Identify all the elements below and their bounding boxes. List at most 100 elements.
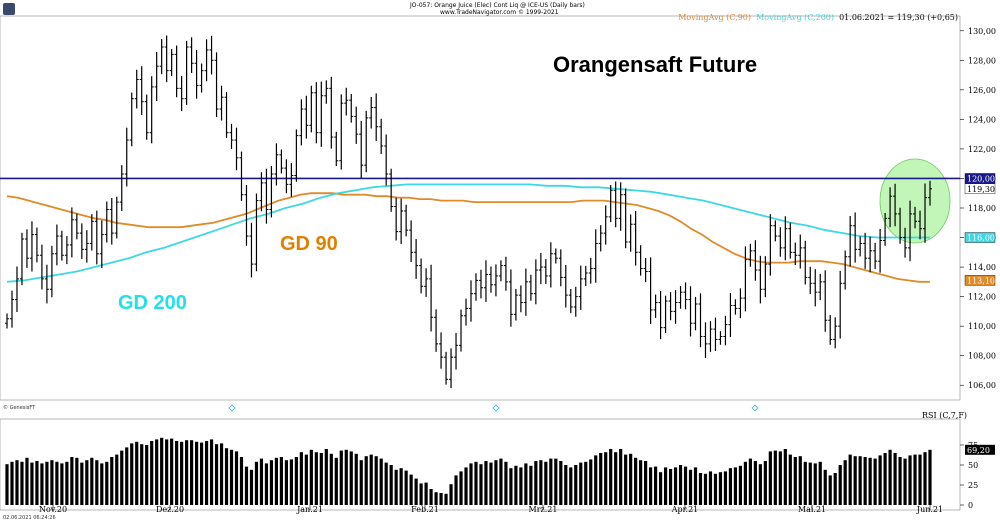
ohlc-bar bbox=[284, 159, 289, 194]
rsi-bar bbox=[634, 457, 638, 505]
rsi-bar bbox=[364, 456, 368, 505]
ohlc-bar bbox=[803, 240, 808, 285]
ohlc-bar bbox=[623, 188, 628, 249]
ohlc-bar bbox=[194, 49, 199, 99]
rsi-bar bbox=[384, 462, 388, 505]
rsi-bar bbox=[95, 460, 99, 505]
rsi-bar bbox=[389, 465, 393, 505]
rsi-bar bbox=[10, 461, 14, 505]
ohlc-bar bbox=[69, 207, 74, 258]
rsi-bar bbox=[434, 492, 438, 505]
rsi-bar bbox=[599, 453, 603, 505]
rsi-bar bbox=[15, 460, 19, 505]
ohlc-bar bbox=[853, 212, 858, 263]
rsi-bar bbox=[394, 469, 398, 505]
rsi-bar bbox=[110, 457, 114, 505]
rsi-bar bbox=[100, 463, 104, 505]
rsi-bar bbox=[379, 458, 383, 505]
ohlc-bar bbox=[249, 222, 254, 278]
ohlc-bar bbox=[24, 229, 29, 268]
ohlc-bar bbox=[149, 76, 154, 144]
ohlc-bar bbox=[419, 258, 424, 294]
price-tick-label: 108,00 bbox=[968, 352, 996, 361]
ohlc-bar bbox=[219, 85, 224, 121]
rsi-bar bbox=[120, 450, 124, 505]
indicator-legend: MovingAvg (C,90) MovingAvg (C,200) 01.06… bbox=[678, 13, 958, 22]
ohlc-bar bbox=[598, 225, 603, 252]
ohlc-bar bbox=[139, 66, 144, 115]
rsi-bar bbox=[743, 461, 747, 505]
rsi-bar bbox=[429, 489, 433, 505]
ohlc-bar bbox=[613, 181, 618, 228]
data-provider: © GenesisFT bbox=[3, 405, 36, 411]
ma200-line bbox=[6, 183, 930, 283]
legend-ma90: MovingAvg (C,90) bbox=[678, 13, 752, 22]
rsi-bar bbox=[424, 482, 428, 505]
price-tag: 120,00 bbox=[964, 173, 996, 184]
ohlc-bar bbox=[454, 332, 459, 370]
ohlc-bar bbox=[753, 240, 758, 281]
time-tick-label: Mrz.21 bbox=[529, 505, 558, 514]
rsi-bar bbox=[209, 439, 214, 505]
ohlc-bar bbox=[653, 294, 658, 318]
rsi-bar bbox=[175, 441, 179, 505]
ohlc-bar bbox=[314, 82, 319, 144]
ohlc-bar bbox=[464, 298, 469, 326]
ohlc-bar bbox=[538, 252, 543, 285]
price-tick-label: 114,00 bbox=[968, 263, 996, 272]
rsi-bar bbox=[673, 467, 678, 505]
ohlc-bar bbox=[99, 220, 104, 268]
rsi-bar bbox=[853, 456, 857, 505]
ohlc-bar bbox=[79, 223, 84, 260]
ohlc-bar bbox=[269, 166, 274, 218]
price-tick-label: 124,00 bbox=[968, 115, 996, 124]
rsi-bar bbox=[913, 454, 917, 505]
rsi-bar bbox=[190, 440, 194, 505]
rsi-bar bbox=[928, 449, 932, 505]
rsi-bar bbox=[219, 443, 224, 505]
diamond-markers bbox=[228, 404, 759, 412]
ohlc-bar bbox=[274, 143, 279, 186]
ohlc-bar bbox=[394, 197, 399, 241]
rsi-bar bbox=[773, 450, 777, 505]
rsi-bar bbox=[259, 458, 264, 505]
rsi-bar bbox=[753, 461, 757, 505]
legend-value: = 119,30 (+0,65) bbox=[887, 13, 958, 22]
rsi-bar bbox=[838, 465, 842, 505]
rsi-bar bbox=[294, 457, 298, 505]
ohlc-bar bbox=[389, 168, 394, 212]
rsi-bar bbox=[90, 457, 94, 505]
rsi-bar bbox=[763, 461, 767, 505]
ohlc-bar bbox=[473, 273, 478, 301]
rsi-bar bbox=[584, 461, 588, 505]
rsi-bar bbox=[733, 467, 738, 505]
ohlc-bar bbox=[543, 259, 548, 284]
ohlc-bar bbox=[583, 265, 588, 286]
rsi-bar bbox=[808, 462, 812, 505]
rsi-bar bbox=[194, 441, 199, 505]
rsi-bar bbox=[619, 449, 623, 505]
ohlc-bar bbox=[169, 49, 174, 76]
rsi-bar bbox=[509, 468, 513, 505]
rsi-bar bbox=[574, 465, 578, 505]
rsi-bar bbox=[374, 456, 378, 505]
rsi-value-label: 69,20 bbox=[967, 446, 990, 455]
rsi-bar bbox=[359, 460, 363, 505]
ohlc-bar bbox=[483, 260, 488, 302]
time-tick-label: Mai.21 bbox=[798, 505, 826, 514]
rsi-bar bbox=[713, 473, 718, 505]
rsi-bar bbox=[274, 457, 279, 505]
rsi-bar bbox=[663, 467, 668, 505]
rsi-bar bbox=[748, 458, 752, 505]
rsi-bar bbox=[339, 450, 343, 505]
rsi-bar bbox=[115, 454, 119, 505]
time-tick-label: Jan.21 bbox=[296, 505, 323, 514]
rsi-bar bbox=[244, 466, 249, 505]
ohlc-bar bbox=[578, 265, 583, 310]
ohlc-bar bbox=[119, 165, 124, 211]
ohlc-bar bbox=[159, 39, 164, 75]
ohlc-bar bbox=[459, 309, 464, 352]
rsi-bar bbox=[923, 452, 927, 505]
price-tag-label: 119,30 bbox=[967, 185, 995, 194]
